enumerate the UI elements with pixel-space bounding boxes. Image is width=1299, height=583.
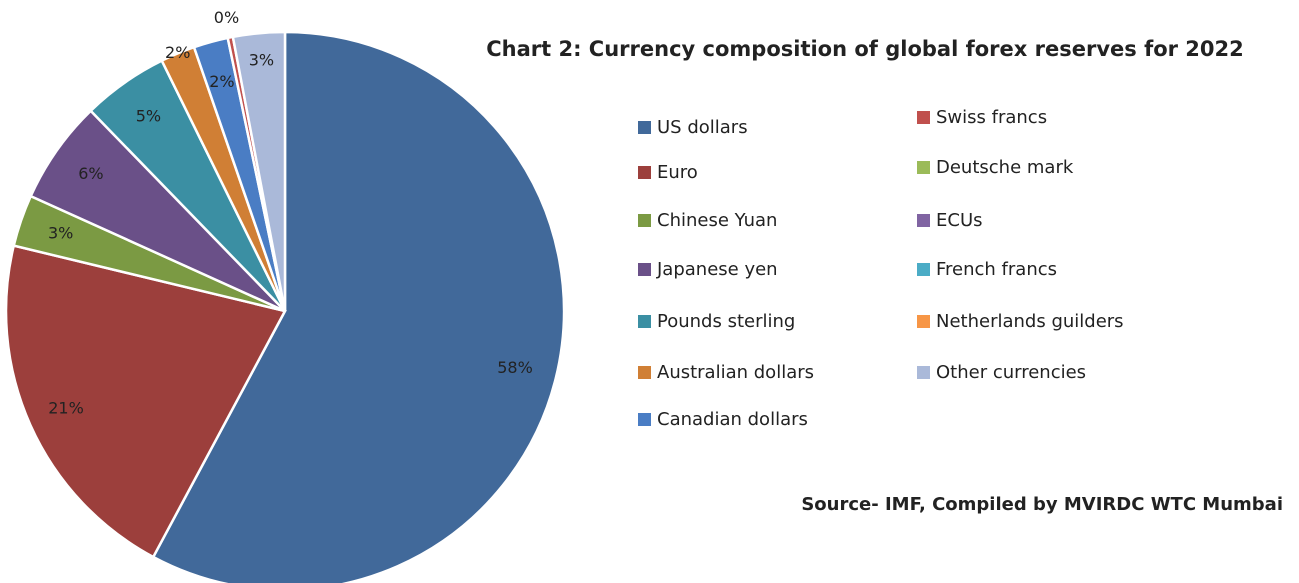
legend-text: French francs <box>936 259 1057 280</box>
slice-label: 21% <box>48 399 84 418</box>
legend-swatch <box>638 166 651 179</box>
legend-swatch <box>917 366 930 379</box>
legend-swatch <box>917 161 930 174</box>
slice-label: 5% <box>136 107 161 126</box>
legend-swatch <box>638 366 651 379</box>
pie-slice <box>4 244 287 559</box>
slice-label: 6% <box>78 164 103 183</box>
legend-text: US dollars <box>657 117 748 138</box>
legend-swatch <box>638 413 651 426</box>
legend-text: Other currencies <box>936 362 1086 383</box>
legend-text: Japanese yen <box>656 259 778 280</box>
legend-swatch <box>638 214 651 227</box>
legend-text: Euro <box>657 162 698 183</box>
legend-swatch <box>917 111 930 124</box>
slice-label: 58% <box>497 358 533 377</box>
legend-text: Chinese Yuan <box>657 210 777 231</box>
chart-title: Chart 2: Currency composition of global … <box>486 37 1244 61</box>
legend-swatch <box>638 263 651 276</box>
legend-swatch <box>917 263 930 276</box>
legend-text: ECUs <box>936 210 983 231</box>
legend-swatch <box>638 121 651 134</box>
pie-slice <box>231 30 287 312</box>
legend-swatch <box>917 214 930 227</box>
legend-text: Netherlands guilders <box>936 311 1124 332</box>
legend-text: Canadian dollars <box>657 409 808 430</box>
legend-swatch <box>638 315 651 328</box>
source-note: Source- IMF, Compiled by MVIRDC WTC Mumb… <box>801 494 1283 515</box>
legend-text: Deutsche mark <box>936 157 1074 178</box>
legend-swatch <box>917 315 930 328</box>
slice-label: 2% <box>165 43 190 62</box>
slice-label: 2% <box>209 72 234 91</box>
slice-label: 3% <box>249 51 274 70</box>
legend-text: Australian dollars <box>657 362 814 383</box>
slice-label: 0% <box>214 8 239 27</box>
slice-label: 3% <box>48 224 73 243</box>
legend-text: Pounds sterling <box>657 311 795 332</box>
pie-slice <box>151 30 566 583</box>
legend-text: Swiss francs <box>936 107 1047 128</box>
